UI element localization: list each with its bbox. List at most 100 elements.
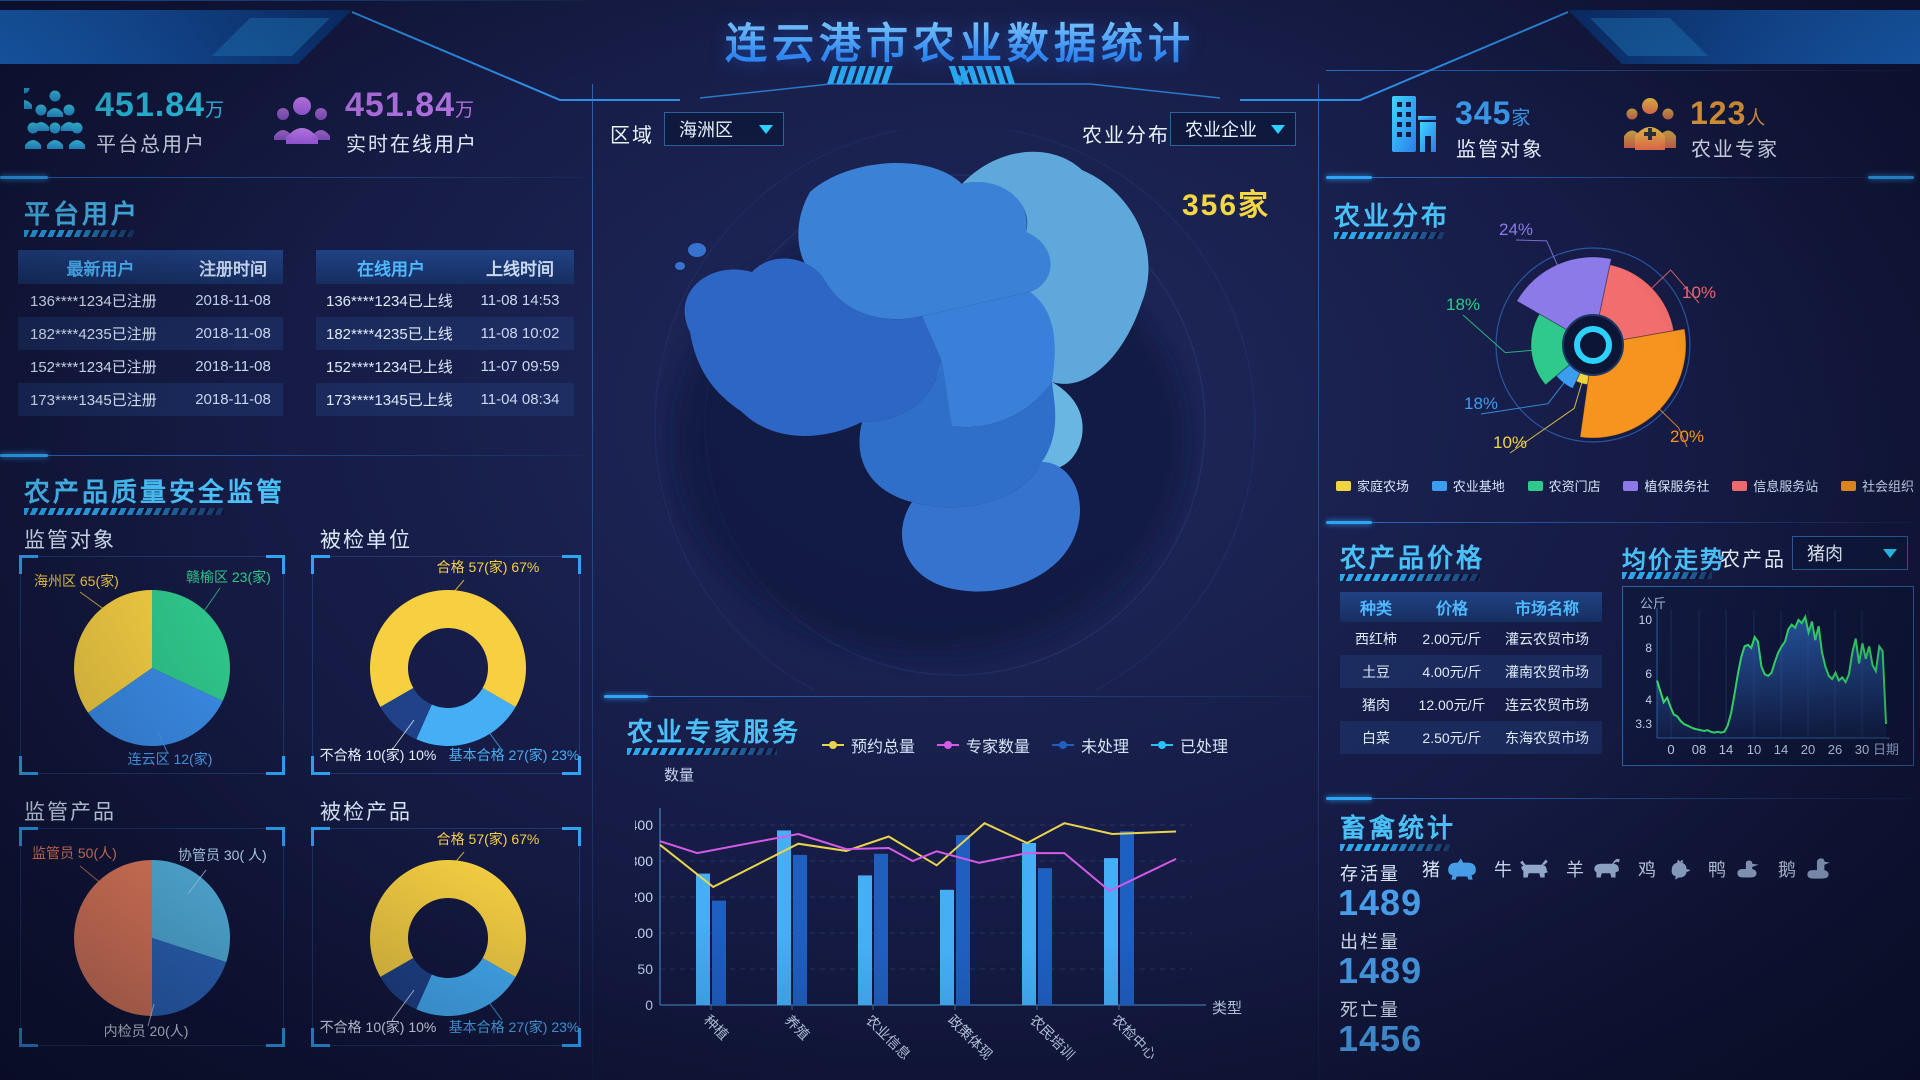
bar-unprocessed	[793, 854, 807, 1005]
chart-title-supervise-objects: 监管对象	[24, 529, 116, 552]
supervise-count-label: 监管对象	[1456, 139, 1544, 161]
experts-count-label: 农业专家	[1691, 139, 1779, 161]
bar-unprocessed	[712, 900, 726, 1005]
chicken-icon	[1671, 859, 1691, 880]
divider-spark	[0, 176, 48, 179]
divider-spark	[1326, 521, 1372, 524]
svg-text:数量: 数量	[664, 767, 694, 784]
online-users-label: 实时在线用户	[346, 134, 478, 156]
table-row: 136****1234已注册 2018-11-08	[30, 292, 271, 310]
legend-item[interactable]	[1626, 816, 1647, 826]
legend-item[interactable]: 信息服务站	[1732, 476, 1818, 495]
agri-distribution-rose-chart: 24% 10% 20% 10% 18% 18%	[1446, 220, 1716, 454]
legend-item[interactable]: 专家数量	[937, 733, 1030, 757]
building-icon	[1392, 96, 1436, 152]
price-trend-chart: 公斤 10 8 6 4 3.3 0 08 14 10 14 20 26 30 日期	[1635, 596, 1899, 757]
x-category-label: 农检中心	[1109, 1012, 1160, 1063]
table-row: 152****1234已上线 11-07 09:59	[326, 358, 560, 376]
legend-item[interactable]	[1700, 816, 1716, 826]
divider-spark	[604, 695, 648, 698]
online-users-value: 451.84万	[345, 86, 476, 124]
pie-label: 内检员 20(人)	[104, 1023, 189, 1039]
legend-item[interactable]: 植保服务社	[1623, 476, 1709, 495]
animal-tab-chicken[interactable]: 鸡	[1638, 856, 1695, 882]
animal-tab-sheep[interactable]: 羊	[1566, 856, 1623, 882]
pie-slice	[74, 860, 152, 1016]
pie-label: 赣榆区 23(家)	[186, 569, 271, 585]
bar-processed	[1104, 858, 1118, 1005]
x-category-label: 农业信息	[863, 1012, 914, 1063]
animal-tab-goose[interactable]: 鹅	[1778, 856, 1835, 882]
table-row: 173****1345已上线 11-04 08:34	[316, 383, 574, 416]
svg-text:300: 300	[635, 853, 653, 869]
table-row: 173****1345已注册 2018-11-08	[18, 383, 283, 416]
legend-item[interactable]: 未处理	[1052, 733, 1129, 757]
divider	[1326, 798, 1914, 799]
divider-vertical	[592, 84, 593, 1080]
price-table: 种类 价格 市场名称 西红柿 2.00元/斤 灌云农贸市场 土豆 4.00元/斤 灌南农…	[1340, 592, 1602, 754]
register-table-header: 最新用户 注册时间	[18, 250, 283, 284]
svg-text:公斤: 公斤	[1640, 596, 1666, 611]
bar-unprocessed	[1120, 831, 1134, 1005]
svg-text:30: 30	[1855, 742, 1869, 757]
page-title: 连云港市农业数据统计	[0, 10, 1920, 71]
pie-label: 基本合格 27(家) 23%	[449, 1019, 580, 1035]
livestock-chart	[1408, 900, 1920, 1072]
svg-text:8: 8	[1645, 641, 1652, 655]
chart-title-supervise-products: 监管产品	[24, 801, 116, 824]
legend-item[interactable]	[1663, 816, 1684, 826]
legend-item[interactable]: 社会组织	[1840, 476, 1914, 495]
section-title-platform-users: 平台用户	[24, 199, 141, 229]
legend-item[interactable]: 农资门店	[1527, 476, 1601, 495]
title-underline	[1340, 844, 1450, 851]
trend-area	[1657, 616, 1886, 738]
pie-label: 海州区 65(家)	[34, 573, 119, 589]
animal-tab-duck[interactable]: 鸭	[1708, 856, 1765, 882]
livestock-legend	[1626, 816, 1716, 826]
rose-percent-label: 18%	[1446, 295, 1480, 314]
pie-slice	[370, 590, 526, 707]
animal-tab-pig[interactable]: 猪	[1422, 856, 1479, 882]
chevron-down-icon	[1883, 548, 1897, 558]
svg-text:26: 26	[1828, 742, 1842, 757]
divider	[1326, 522, 1914, 523]
online-table: 在线用户 上线时间 136****1234已上线 11-08 14:53 182*…	[316, 250, 574, 416]
svg-text:3.3: 3.3	[1635, 717, 1652, 731]
legend-item[interactable]: 农业基地	[1431, 476, 1505, 495]
divider	[0, 177, 586, 178]
title-underline	[24, 508, 224, 515]
title-underline	[627, 748, 777, 755]
x-category-label: 种植	[701, 1012, 732, 1043]
divider-spark	[1326, 797, 1372, 800]
online-users-icon	[274, 97, 330, 144]
divider	[0, 455, 586, 456]
table-row: 136****1234已上线 11-08 14:53	[326, 292, 560, 310]
legend-item[interactable]: 预约总量	[822, 733, 915, 757]
animal-tab-cow[interactable]: 牛	[1494, 856, 1551, 882]
legend-item[interactable]: 家庭农场	[1336, 476, 1409, 495]
pie-label: 不合格 10(家) 10%	[320, 747, 437, 763]
title-underline	[1340, 574, 1480, 581]
section-title-price: 农产品价格	[1340, 543, 1486, 573]
divider-spark	[1868, 176, 1914, 179]
svg-text:0: 0	[645, 997, 653, 1013]
pie-label: 连云区 12(家)	[128, 751, 213, 767]
pie-label: 协管员 30( 人)	[178, 847, 267, 863]
section-title-livestock: 畜禽统计	[1340, 813, 1457, 843]
table-row: 猪肉 12.00元/斤 连云农贸市场	[1362, 696, 1589, 713]
product-dropdown[interactable]: 猪肉	[1792, 536, 1908, 570]
legend-item[interactable]: 已处理	[1151, 733, 1228, 757]
pig-icon	[1448, 858, 1476, 880]
rose-legend: 家庭农场 农业基地 农资门店 植保服务社 信息服务站 社会组织	[1336, 476, 1914, 495]
divider-spark	[0, 454, 48, 457]
svg-text:50: 50	[637, 961, 653, 977]
svg-text:10: 10	[1639, 613, 1653, 627]
svg-text:400: 400	[635, 817, 653, 833]
pie-slice	[370, 860, 526, 977]
pie-label: 不合格 10(家) 10%	[320, 1019, 437, 1035]
divider	[0, 0, 586, 1]
table-row: 152****1234已注册 2018-11-08	[30, 358, 271, 376]
total-users-label: 平台总用户	[96, 134, 206, 156]
bar-unprocessed	[874, 853, 888, 1005]
